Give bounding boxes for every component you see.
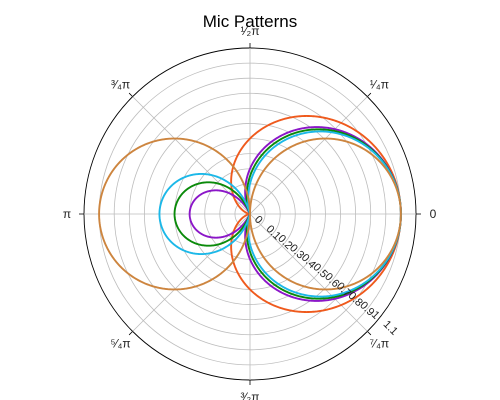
grid-spoke bbox=[249, 213, 368, 332]
angular-tick-label: ¹⁄₄π bbox=[370, 78, 389, 92]
series-line-supercardioid bbox=[173, 128, 402, 300]
angular-tick-label: ³⁄₂π bbox=[241, 390, 260, 400]
angular-tick-label: ¹⁄₂π bbox=[241, 24, 260, 38]
grid-spoke bbox=[249, 96, 368, 215]
series-line-subcardioid bbox=[188, 126, 402, 302]
radial-tick-label: 0 bbox=[252, 214, 265, 227]
grid-spoke bbox=[132, 213, 251, 332]
angular-tick-label: ³⁄₄π bbox=[111, 78, 130, 92]
chart-title: Mic Patterns bbox=[202, 12, 298, 31]
angular-tick-mark bbox=[367, 331, 372, 336]
angular-tick-label: ⁵⁄₄π bbox=[111, 336, 131, 350]
angular-tick-label: ⁷⁄₄π bbox=[370, 336, 390, 350]
angular-tick-mark bbox=[128, 331, 133, 336]
grid-spoke bbox=[132, 96, 251, 215]
series-layer bbox=[98, 115, 402, 313]
angular-tick-label: π bbox=[63, 207, 71, 221]
radial-tick-label: 1.1 bbox=[381, 318, 400, 337]
angular-tick-label: 0 bbox=[430, 207, 437, 221]
angular-tick-mark bbox=[367, 92, 372, 97]
series-line-figure-8 bbox=[98, 137, 402, 291]
series-line-hypercardioid bbox=[158, 130, 402, 298]
angular-tick-mark bbox=[128, 92, 133, 97]
